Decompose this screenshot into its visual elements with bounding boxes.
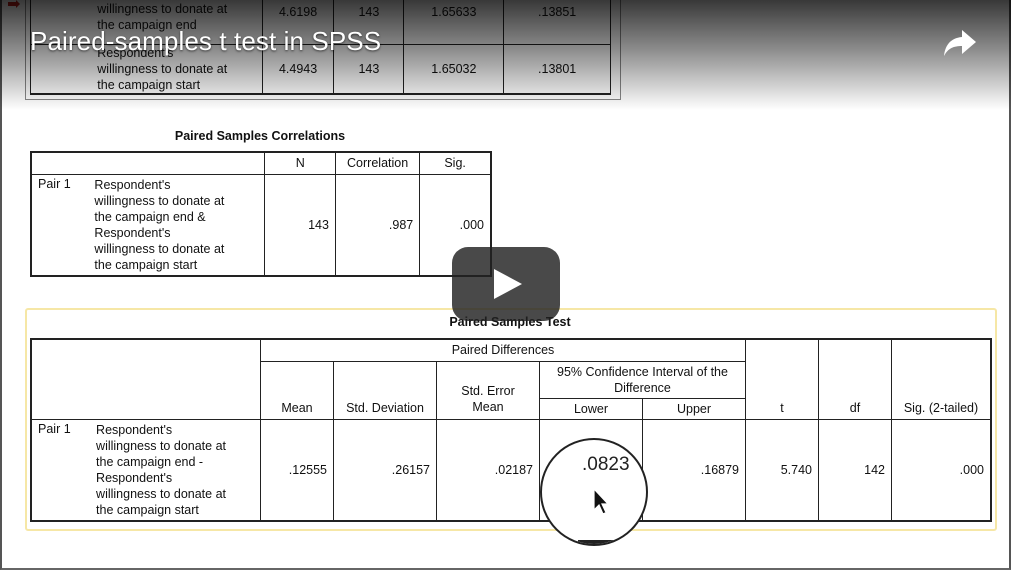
table-header-row: Lower Upper — [31, 397, 991, 420]
header-n: N — [264, 151, 336, 175]
magnifier-callout: .0823 — [540, 438, 648, 546]
table-row: Pair 1 Respondent's willingness to donat… — [30, 418, 992, 522]
pair-description: Respondent's willingness to donate at th… — [90, 418, 262, 522]
header-confidence-interval: 95% Confidence Interval of the Differenc… — [539, 360, 746, 399]
video-title[interactable]: Paired-samples t test in SPSS — [30, 26, 382, 56]
stats-se-mean: .13801 — [503, 44, 611, 95]
test-df: 142 — [818, 418, 892, 522]
table-header-row: Mean Std. Deviation Std. Error Mean 95% … — [31, 360, 991, 420]
stats-std-dev: 1.65032 — [403, 44, 505, 95]
test-upper: .16879 — [642, 418, 746, 522]
table-row: Pair 1 Respondent's willingness to donat… — [30, 173, 492, 277]
stats-std-dev: 1.65633 — [403, 0, 505, 45]
paired-test-table: Paired Differences t df Sig. (2-tailed) … — [30, 338, 992, 522]
magnified-value: .0823 — [582, 454, 630, 475]
header-mean: Mean — [260, 360, 334, 420]
test-se-mean: .02187 — [436, 418, 540, 522]
header-df: df — [818, 338, 892, 420]
header-correlation: Correlation — [334, 151, 421, 175]
test-sig: .000 — [891, 418, 992, 522]
mouse-pointer-icon — [593, 488, 610, 515]
header-std-error-mean: Std. Error Mean — [436, 360, 540, 420]
header-sig-2-tailed: Sig. (2-tailed) — [891, 338, 992, 420]
header-t: t — [745, 338, 819, 420]
header-std-deviation: Std. Deviation — [333, 360, 437, 420]
pair-label: Pair 1 — [30, 173, 89, 277]
table-header-row: N Correlation Sig. — [30, 151, 492, 175]
stats-se-mean: .13851 — [503, 0, 611, 45]
table-header-row: Paired Differences t df Sig. (2-tailed) — [30, 338, 992, 420]
corr-n: 143 — [264, 173, 336, 277]
share-arrow-icon[interactable] — [940, 26, 980, 60]
header-paired-differences: Paired Differences — [260, 338, 746, 362]
header-lower: Lower — [539, 397, 643, 420]
correlations-table: N Correlation Sig. Pair 1 Respondent's w… — [30, 151, 492, 277]
header-sig: Sig. — [419, 151, 492, 175]
play-button[interactable] — [452, 247, 560, 321]
red-arrow-marker-icon — [8, 0, 20, 8]
test-std-dev: .26157 — [333, 418, 437, 522]
pair-description: Respondent's willingness to donate at th… — [88, 173, 266, 277]
corr-value: .987 — [334, 173, 421, 277]
pair-label: Pair 1 — [30, 418, 91, 522]
play-icon — [494, 269, 522, 299]
test-mean: .12555 — [260, 418, 334, 522]
header-upper: Upper — [642, 397, 746, 420]
correlations-caption: Paired Samples Correlations — [174, 129, 346, 143]
test-t: 5.740 — [745, 418, 819, 522]
